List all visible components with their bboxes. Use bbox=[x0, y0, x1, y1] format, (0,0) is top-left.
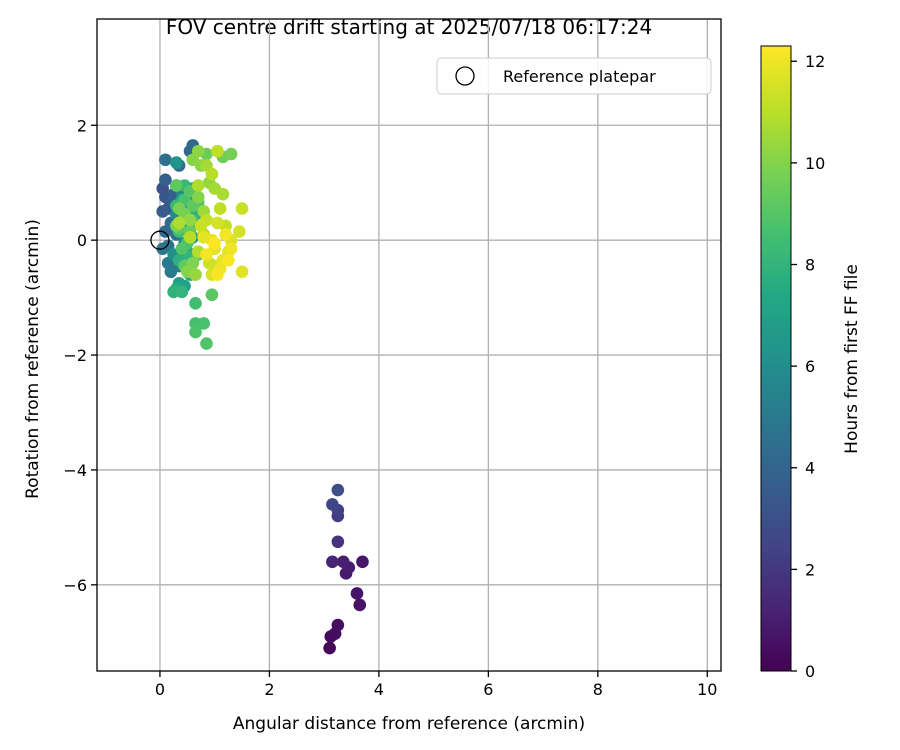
x-axis-label: Angular distance from reference (arcmin) bbox=[233, 714, 585, 734]
y-tick-label: −6 bbox=[63, 576, 87, 595]
data-point bbox=[331, 618, 345, 632]
colorbar-gradient bbox=[760, 45, 792, 672]
data-point bbox=[172, 216, 186, 230]
data-point bbox=[205, 167, 219, 181]
x-tick-label: 8 bbox=[593, 680, 603, 699]
data-point bbox=[170, 179, 183, 192]
x-tick-label: 4 bbox=[374, 680, 384, 699]
data-point bbox=[337, 555, 350, 569]
colorbar-tick-label: 6 bbox=[805, 357, 815, 376]
data-point bbox=[326, 498, 339, 511]
data-point bbox=[194, 219, 208, 233]
colorbar-tick-label: 8 bbox=[805, 255, 815, 274]
data-point bbox=[326, 555, 339, 569]
legend-marker-icon bbox=[455, 66, 475, 86]
data-point bbox=[235, 202, 249, 215]
data-point bbox=[156, 205, 169, 218]
data-point bbox=[211, 216, 224, 230]
x-tick-label: 6 bbox=[483, 680, 493, 699]
data-point bbox=[323, 641, 336, 655]
data-point bbox=[233, 225, 246, 238]
data-point bbox=[350, 587, 364, 600]
data-point bbox=[189, 297, 202, 310]
x-tick-label: 2 bbox=[264, 680, 274, 699]
colorbar-tick-label: 2 bbox=[805, 560, 815, 579]
data-point bbox=[216, 187, 230, 201]
data-point bbox=[331, 483, 345, 497]
legend: Reference platepar bbox=[436, 57, 712, 95]
y-tick-label: −2 bbox=[63, 346, 87, 365]
data-point bbox=[170, 156, 183, 169]
plot-frame bbox=[96, 18, 722, 672]
data-point bbox=[331, 535, 345, 549]
colorbar-label: Hours from first FF file bbox=[842, 264, 862, 454]
y-tick-label: 2 bbox=[77, 116, 87, 135]
scatter-points bbox=[156, 139, 369, 655]
legend-box bbox=[436, 57, 712, 95]
data-point bbox=[197, 317, 211, 330]
grid-lines bbox=[97, 19, 721, 671]
data-point bbox=[200, 248, 213, 261]
colorbar-ticks: 0 2 4 6 8 10 12 bbox=[791, 52, 825, 681]
data-point bbox=[219, 228, 232, 241]
data-point bbox=[175, 242, 189, 256]
legend-label: Reference platepar bbox=[503, 67, 656, 86]
data-point bbox=[235, 265, 249, 279]
data-point bbox=[159, 153, 172, 167]
colorbar-tick-label: 0 bbox=[805, 662, 815, 681]
data-point bbox=[159, 173, 172, 187]
reference-platepar-marker bbox=[150, 230, 170, 250]
data-point bbox=[189, 325, 202, 339]
data-point bbox=[211, 144, 224, 158]
colorbar-tick-label: 12 bbox=[805, 52, 825, 71]
data-point bbox=[211, 268, 224, 281]
data-point bbox=[191, 144, 205, 158]
y-tick-label: 0 bbox=[77, 231, 87, 250]
data-point bbox=[205, 288, 219, 302]
data-point bbox=[224, 147, 238, 161]
data-point bbox=[191, 190, 205, 204]
data-point bbox=[222, 253, 235, 267]
x-tick-label: 0 bbox=[155, 680, 165, 699]
data-point bbox=[353, 598, 367, 612]
data-point bbox=[172, 202, 186, 215]
data-point bbox=[356, 555, 369, 569]
data-point bbox=[191, 179, 205, 192]
x-tick-label: 10 bbox=[697, 680, 717, 699]
data-point bbox=[200, 337, 213, 350]
colorbar: 0 2 4 6 8 10 12 Hours from first FF file bbox=[760, 45, 862, 681]
data-point bbox=[224, 242, 238, 256]
colorbar-tick-label: 10 bbox=[805, 154, 825, 173]
data-point bbox=[213, 202, 227, 215]
data-point bbox=[189, 268, 202, 281]
data-point bbox=[208, 236, 221, 250]
data-point bbox=[183, 213, 197, 227]
y-tick-label: −4 bbox=[63, 461, 87, 480]
data-point bbox=[175, 285, 189, 299]
y-axis-ticks: −6 −4 −2 0 2 bbox=[63, 116, 97, 595]
x-axis-ticks: 0 2 4 6 8 10 bbox=[155, 671, 717, 699]
data-point bbox=[183, 230, 197, 244]
y-axis-label: Rotation from reference (arcmin) bbox=[23, 219, 43, 499]
colorbar-tick-label: 4 bbox=[805, 459, 815, 478]
